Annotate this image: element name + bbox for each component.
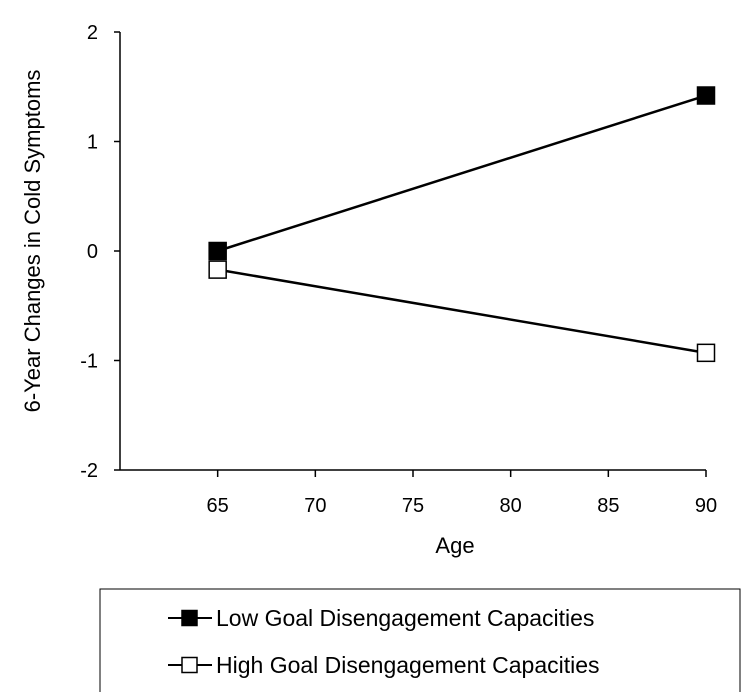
x-tick-label: 75 xyxy=(402,495,424,517)
legend-label: Low Goal Disengagement Capacities xyxy=(216,605,594,631)
legend-item-1: Low Goal Disengagement Capacities xyxy=(168,605,594,631)
series-line xyxy=(217,268,707,355)
legend-box xyxy=(99,588,741,692)
legend-label: High Goal Disengagement Capacities xyxy=(216,652,600,678)
x-axis-title: Age xyxy=(435,533,474,558)
y-tick-label: 0 xyxy=(87,241,98,263)
axes xyxy=(119,32,706,471)
legend: Low Goal Disengagement Capacities High Go… xyxy=(99,588,741,692)
data-point xyxy=(696,86,716,105)
y-tick-label: -1 xyxy=(80,351,98,373)
series-group xyxy=(208,86,716,363)
y-tick-label: 1 xyxy=(87,132,98,154)
legend-item-2: High Goal Disengagement Capacities xyxy=(168,652,600,678)
series-1 xyxy=(208,86,716,261)
legend-items: Low Goal Disengagement Capacities High Go… xyxy=(168,605,600,678)
y-axis-title: 6-Year Changes in Cold Symptoms xyxy=(20,70,45,413)
x-tick-label: 90 xyxy=(695,495,717,517)
data-point xyxy=(208,260,227,279)
legend-marker xyxy=(181,656,198,674)
x-tick-label: 85 xyxy=(597,495,619,517)
y-tick-label: -2 xyxy=(80,460,98,482)
data-point xyxy=(208,241,227,261)
series-2 xyxy=(208,260,716,363)
data-point xyxy=(696,343,716,363)
series-line xyxy=(217,94,707,253)
y-tick-label: 2 xyxy=(87,22,98,44)
legend-marker xyxy=(181,609,198,627)
x-tick-label: 80 xyxy=(500,495,522,517)
y-ticks: -2 -1 0 1 2 xyxy=(80,22,120,482)
x-tick-label: 70 xyxy=(304,495,326,517)
x-ticks: 65 70 75 80 85 90 xyxy=(207,470,717,517)
x-tick-label: 65 xyxy=(207,495,229,517)
